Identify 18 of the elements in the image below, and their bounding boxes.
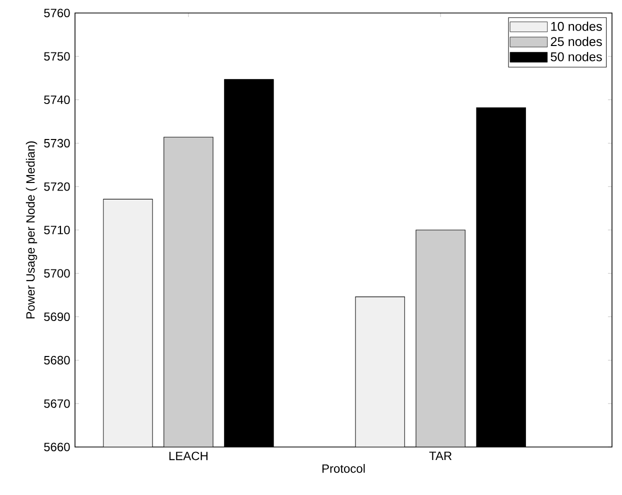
y-tick-label: 5690: [44, 312, 70, 322]
y-tick-label: 5730: [44, 138, 70, 148]
y-tick-label: 5750: [44, 52, 70, 61]
legend-label: 10 nodes: [551, 22, 602, 31]
y-tick-label: 5740: [44, 96, 70, 104]
y-tick-label: 5660: [44, 442, 70, 452]
legend-label: 50 nodes: [550, 52, 602, 62]
legend-label: 25 nodes: [550, 36, 602, 46]
x-tick-label: TAR: [429, 452, 452, 460]
y-tick-label: 5700: [44, 269, 70, 278]
x-axis-title: Protocol: [322, 464, 365, 473]
y-tick-label: 5670: [44, 399, 70, 408]
y-tick-label: 5720: [44, 182, 70, 191]
y-tick-label: 5710: [44, 226, 70, 234]
y-tick-label: 5760: [44, 8, 70, 18]
y-axis-title: Power Usage per Node ( Median): [26, 141, 38, 318]
x-tick-label: LEACH: [169, 452, 208, 460]
y-tick-label: 5680: [44, 356, 70, 364]
